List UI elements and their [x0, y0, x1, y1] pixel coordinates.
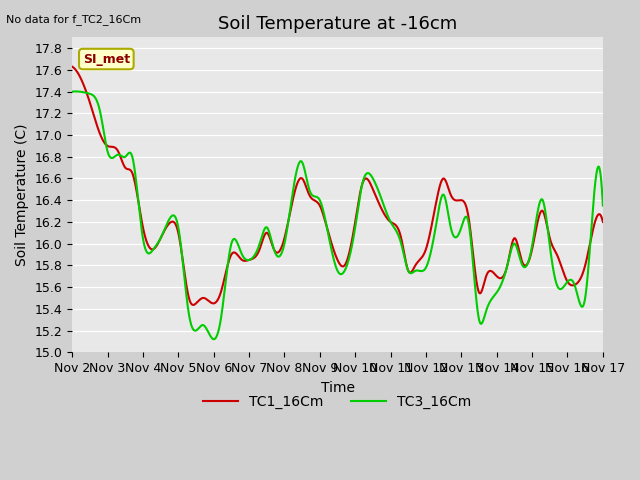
TC1_16Cm: [189, 302, 197, 308]
Legend: TC1_16Cm, TC3_16Cm: TC1_16Cm, TC3_16Cm: [198, 389, 477, 415]
TC3_16Cm: [305, 186, 313, 192]
TC3_16Cm: [294, 163, 302, 168]
TC1_16Cm: [294, 180, 301, 185]
TC3_16Cm: [371, 180, 379, 185]
TC1_16Cm: [109, 144, 117, 150]
TC3_16Cm: [109, 155, 117, 160]
TC3_16Cm: [599, 203, 607, 208]
Y-axis label: Soil Temperature (C): Soil Temperature (C): [15, 123, 29, 266]
TC1_16Cm: [371, 190, 378, 196]
Text: No data for f_TC2_16Cm: No data for f_TC2_16Cm: [6, 14, 141, 25]
TC1_16Cm: [305, 191, 312, 196]
TC3_16Cm: [210, 336, 218, 342]
TC1_16Cm: [131, 179, 139, 185]
TC1_16Cm: [68, 64, 76, 70]
Text: SI_met: SI_met: [83, 52, 130, 66]
TC1_16Cm: [314, 200, 322, 206]
X-axis label: Time: Time: [321, 381, 355, 395]
TC3_16Cm: [68, 89, 76, 95]
TC3_16Cm: [72, 89, 79, 95]
TC3_16Cm: [315, 195, 323, 201]
Title: Soil Temperature at -16cm: Soil Temperature at -16cm: [218, 15, 457, 33]
Line: TC3_16Cm: TC3_16Cm: [72, 92, 603, 339]
TC3_16Cm: [131, 171, 139, 177]
TC1_16Cm: [599, 219, 607, 225]
Line: TC1_16Cm: TC1_16Cm: [72, 67, 603, 305]
